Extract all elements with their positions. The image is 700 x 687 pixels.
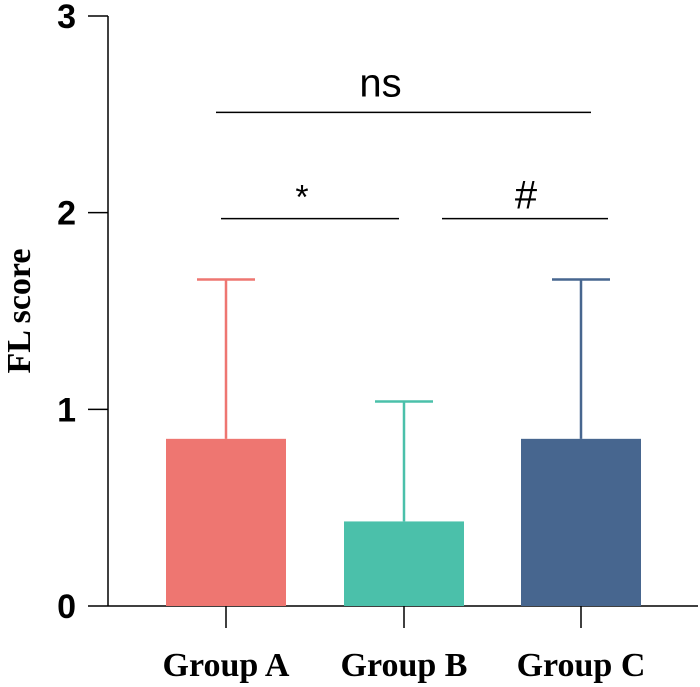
bars: [166, 438, 641, 606]
x-tick-label: Group B: [341, 647, 468, 684]
bar: [166, 438, 286, 606]
significance-label: *: [295, 179, 308, 217]
bar: [521, 438, 641, 606]
significance-label: ns: [359, 61, 401, 105]
significance-brackets: * # ns: [216, 61, 608, 220]
x-tick-label: Group A: [163, 647, 290, 684]
y-tick-label: 2: [57, 195, 76, 233]
y-tick-label: 0: [57, 588, 76, 626]
tick-labels: 0 1 2 3 Group A Group B Group C: [57, 0, 645, 684]
x-tick-label: Group C: [517, 647, 646, 684]
y-axis-title: FL score: [1, 249, 38, 374]
error-bars: [197, 278, 610, 522]
y-tick-label: 1: [57, 391, 76, 429]
significance-label: #: [515, 174, 538, 218]
y-tick-label: 3: [57, 0, 76, 36]
bar: [344, 521, 464, 606]
